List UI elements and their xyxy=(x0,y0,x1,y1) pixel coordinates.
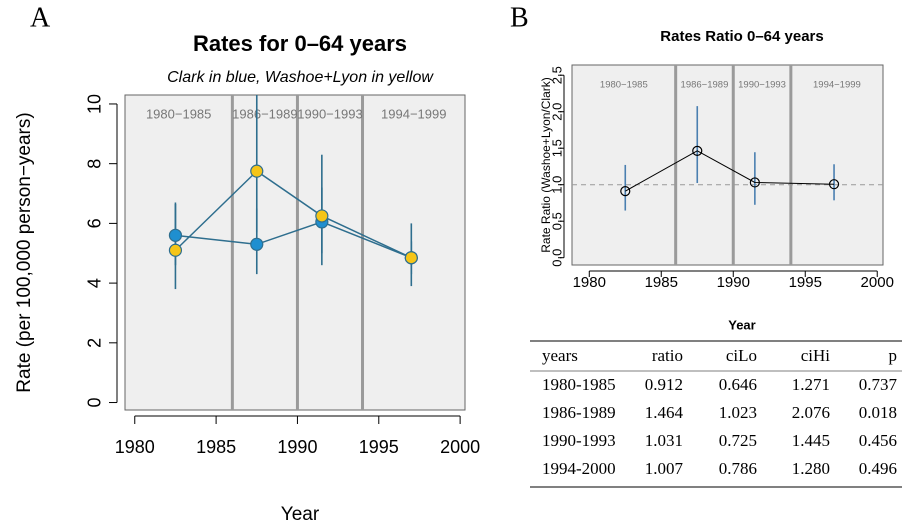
y-tick-label: 0.0 xyxy=(549,249,564,267)
period-label: 1994−1999 xyxy=(813,80,861,91)
table-cell: 1.007 xyxy=(645,459,684,478)
table-cell: 1.445 xyxy=(792,431,830,450)
table-header: ciHi xyxy=(801,346,831,365)
data-point xyxy=(168,228,183,242)
x-tick-label: 1980 xyxy=(573,274,606,291)
table-cell: 1990-1993 xyxy=(542,431,616,450)
table-header: p xyxy=(889,346,898,365)
chart-subtitle: Clark in blue, Washoe+Lyon in yellow xyxy=(167,69,434,86)
y-tick-label: 1.5 xyxy=(549,139,564,157)
x-tick-label: 1995 xyxy=(359,437,399,457)
chart-title: Rates Ratio 0–64 years xyxy=(660,28,823,45)
data-point xyxy=(250,237,264,251)
period-label: 1990−1993 xyxy=(738,80,786,91)
y-tick-label: 2.5 xyxy=(549,66,564,84)
y-tick-label: 8 xyxy=(85,159,105,169)
series-line xyxy=(174,170,412,259)
x-tick-label: 1990 xyxy=(277,437,317,457)
plot-area xyxy=(571,64,884,266)
table-cell: 0.725 xyxy=(719,431,757,450)
period-label: 1986−1989 xyxy=(681,80,729,91)
data-point xyxy=(620,186,631,197)
table-header: ciLo xyxy=(726,346,757,365)
data-point xyxy=(404,251,418,265)
x-tick-label: 1985 xyxy=(196,437,236,457)
y-tick-label: 6 xyxy=(85,218,105,228)
x-tick-label: 1995 xyxy=(789,274,822,291)
y-tick-label: 0 xyxy=(85,398,105,408)
period-label: 1980−1985 xyxy=(600,80,648,91)
table-cell: 1.464 xyxy=(645,403,684,422)
period-label: 1994−1999 xyxy=(381,106,446,121)
y-axis-label: Rate (per 100,000 person−years) xyxy=(14,112,35,392)
table-header: years xyxy=(542,346,578,365)
chart-title: Rates for 0–64 years xyxy=(193,31,407,56)
data-point xyxy=(250,164,264,178)
x-tick-label: 2000 xyxy=(440,437,480,457)
data-point xyxy=(828,179,840,190)
table-cell: 1.031 xyxy=(645,431,683,450)
table-cell: 1980-1985 xyxy=(542,375,616,394)
y-tick-label: 1.0 xyxy=(549,176,564,194)
y-tick-label: 4 xyxy=(85,278,105,288)
panel-label: A xyxy=(30,2,51,33)
table-cell: 1.280 xyxy=(792,459,830,478)
period-label: 1990−1993 xyxy=(297,106,362,121)
data-point xyxy=(749,177,760,188)
table-cell: 1.023 xyxy=(719,403,757,422)
table-cell: 0.786 xyxy=(719,459,757,478)
y-tick-label: 2.0 xyxy=(549,103,564,121)
table-cell: 1986-1989 xyxy=(542,403,616,422)
x-axis-label: Year xyxy=(281,504,320,525)
x-tick-label: 2000 xyxy=(861,274,894,291)
x-tick-label: 1980 xyxy=(115,437,155,457)
table-cell: 1.271 xyxy=(792,375,830,394)
x-axis-label: Year xyxy=(728,317,755,332)
table-cell: 0.646 xyxy=(719,375,757,394)
y-tick-label: 2 xyxy=(85,338,105,348)
y-tick-label: 10 xyxy=(85,94,105,114)
table-cell: 0.737 xyxy=(859,375,898,394)
panel-label: B xyxy=(510,2,529,33)
table-cell: 0.496 xyxy=(859,459,897,478)
data-point xyxy=(692,145,703,156)
data-point xyxy=(168,243,183,257)
table-cell: 0.018 xyxy=(859,403,897,422)
series-line xyxy=(175,221,412,259)
period-label: 1980−1985 xyxy=(146,106,211,121)
x-tick-label: 1985 xyxy=(645,274,678,291)
table-cell: 0.456 xyxy=(859,431,897,450)
y-axis-label: Rate Ratio (Washoe+Lyon/Clark) xyxy=(539,77,553,253)
table-header: ratio xyxy=(652,346,683,365)
x-tick-label: 1990 xyxy=(717,274,750,291)
table-cell: 1994-2000 xyxy=(542,459,616,478)
series-line xyxy=(625,150,835,192)
y-tick-label: 0.5 xyxy=(549,212,564,230)
table-cell: 2.076 xyxy=(792,403,830,422)
table-cell: 0.912 xyxy=(645,375,683,394)
data-point xyxy=(315,209,329,223)
period-label: 1986−1989 xyxy=(232,106,297,121)
